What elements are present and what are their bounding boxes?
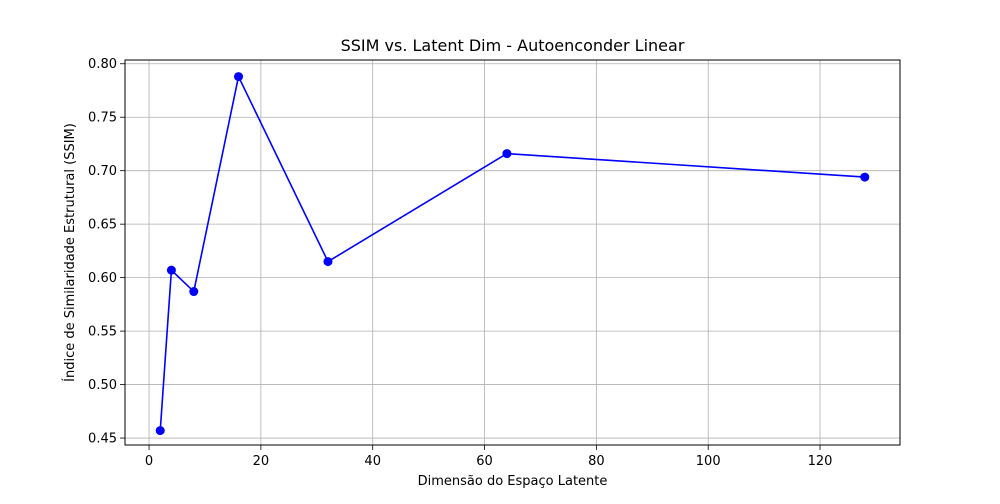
series-line [159,75,865,431]
data-point [323,257,333,267]
grid-layer [125,60,900,445]
data-point [155,426,165,436]
tick-layer: 0 20 40 60 80 100 120 0.45 0.50 0.55 0.60 0.65 0.70 0… [88,57,832,469]
data-point [166,265,176,275]
y-tick-label: 0.55 [88,325,117,340]
y-tick-label: 0.60 [88,271,117,286]
series-layer [155,72,870,436]
data-point [860,172,870,182]
y-tick-label: 0.45 [88,432,117,447]
y-tick-label: 0.80 [88,57,117,72]
x-tick-label: 120 [808,454,833,469]
y-tick-label: 0.65 [88,218,117,233]
x-tick-label: 80 [588,454,605,469]
x-tick-label: 100 [696,454,721,469]
x-tick-label: 60 [476,454,493,469]
y-axis-label: Índice de Similaridade Estrutural (SSIM) [62,123,78,382]
x-tick-label: 40 [364,454,381,469]
y-tick-label: 0.50 [88,378,117,393]
data-point [502,149,512,159]
x-tick-label: 0 [145,454,153,469]
x-axis-label: Dimensão do Espaço Latente [418,474,608,489]
chart-title: SSIM vs. Latent Dim - Autoenconder Linea… [341,36,685,55]
data-point [189,287,199,297]
y-tick-label: 0.75 [88,111,117,126]
data-point [234,72,244,82]
plot-frame [124,59,901,446]
x-tick-label: 20 [253,454,270,469]
y-tick-label: 0.70 [88,164,117,179]
